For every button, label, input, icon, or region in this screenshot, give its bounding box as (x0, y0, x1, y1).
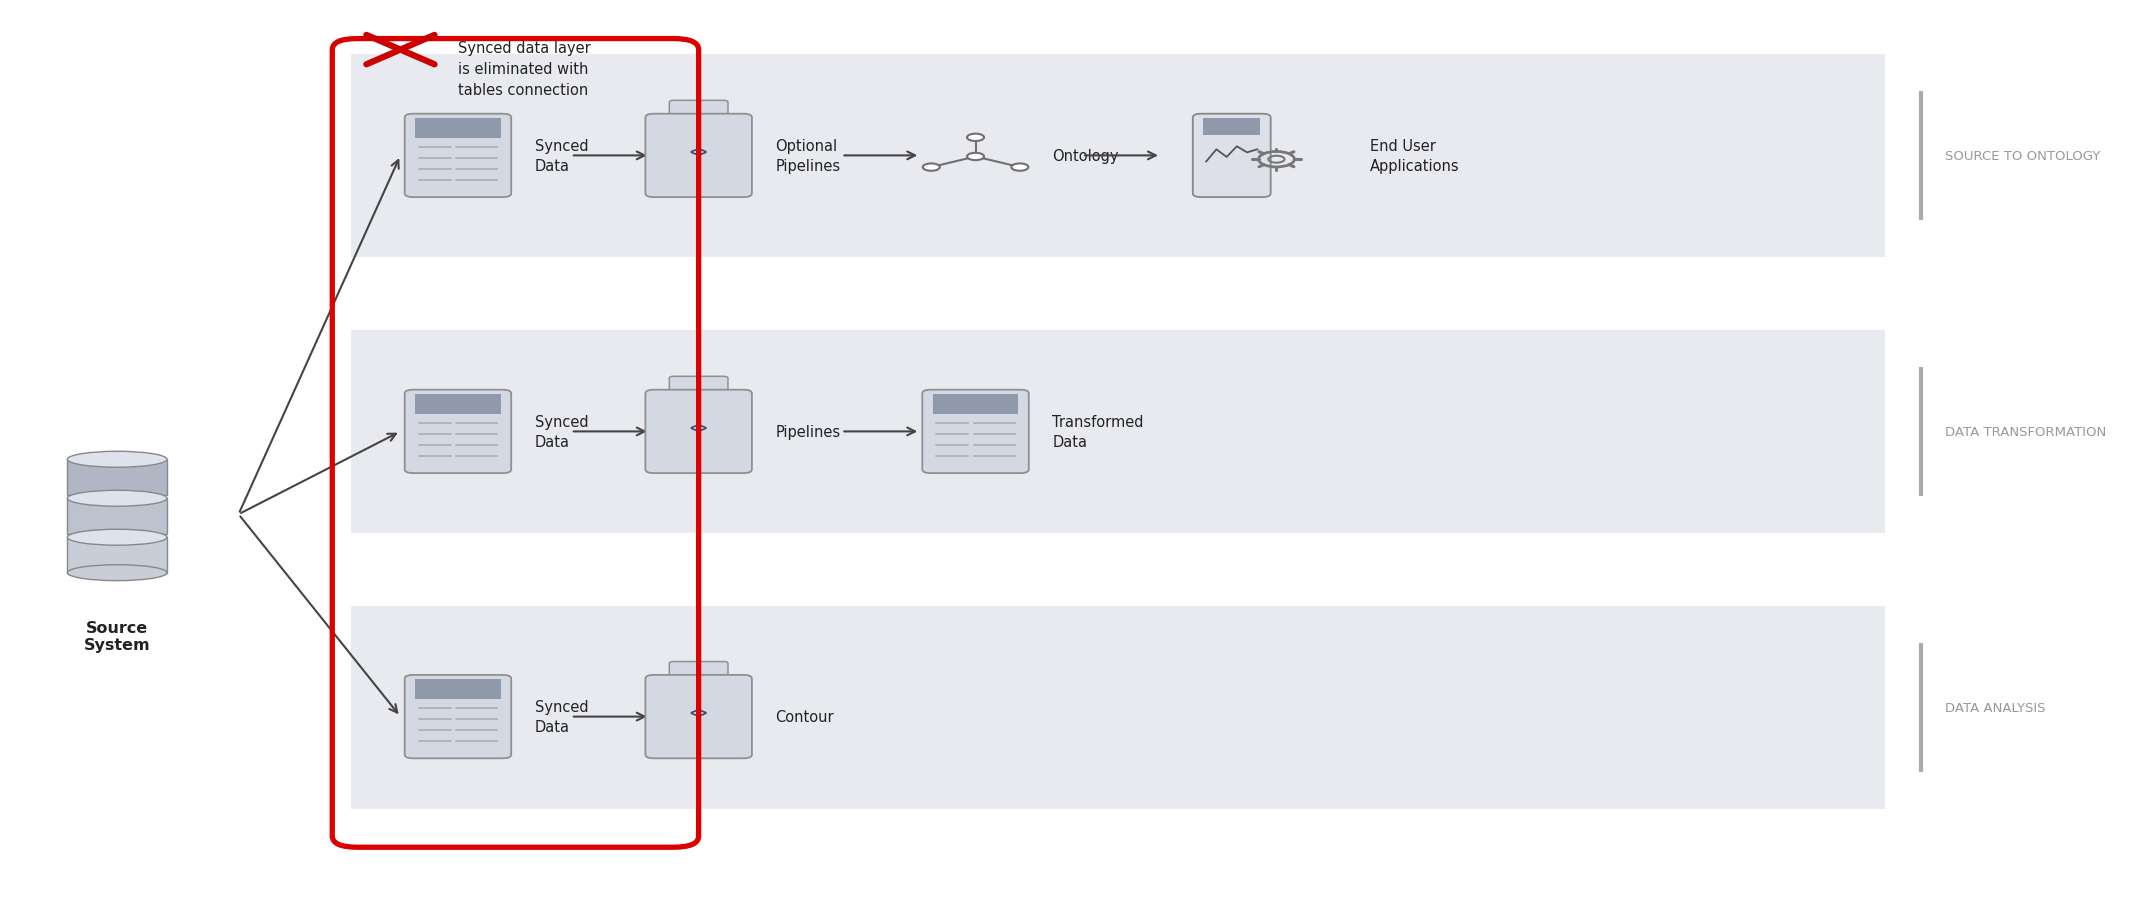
FancyBboxPatch shape (645, 675, 752, 758)
Text: DATA ANALYSIS: DATA ANALYSIS (1945, 701, 2045, 714)
Text: <>: <> (690, 421, 707, 436)
FancyBboxPatch shape (415, 395, 501, 414)
FancyBboxPatch shape (669, 101, 699, 120)
Text: Optional
Pipelines: Optional Pipelines (775, 139, 841, 174)
Polygon shape (68, 460, 166, 495)
FancyBboxPatch shape (669, 377, 699, 396)
FancyBboxPatch shape (699, 377, 728, 396)
FancyBboxPatch shape (645, 115, 752, 198)
FancyBboxPatch shape (415, 680, 501, 699)
FancyBboxPatch shape (405, 115, 511, 198)
FancyBboxPatch shape (405, 391, 511, 473)
Circle shape (967, 153, 984, 161)
Text: SOURCE TO ONTOLOGY: SOURCE TO ONTOLOGY (1945, 150, 2100, 163)
FancyBboxPatch shape (699, 101, 728, 120)
Ellipse shape (68, 565, 166, 581)
Text: DATA TRANSFORMATION: DATA TRANSFORMATION (1945, 425, 2107, 438)
Text: Contour: Contour (775, 709, 835, 724)
FancyBboxPatch shape (645, 391, 752, 473)
Polygon shape (68, 538, 166, 573)
FancyBboxPatch shape (922, 391, 1029, 473)
FancyBboxPatch shape (699, 662, 728, 681)
FancyBboxPatch shape (351, 55, 1885, 257)
Text: Synced
Data: Synced Data (535, 139, 588, 174)
FancyBboxPatch shape (415, 119, 501, 139)
Text: End User
Applications: End User Applications (1370, 139, 1459, 174)
Circle shape (967, 134, 984, 142)
FancyBboxPatch shape (351, 607, 1885, 809)
FancyBboxPatch shape (1203, 119, 1261, 136)
FancyBboxPatch shape (351, 331, 1885, 533)
FancyBboxPatch shape (405, 675, 511, 758)
FancyBboxPatch shape (669, 662, 699, 681)
Text: Pipelines: Pipelines (775, 425, 841, 439)
Circle shape (1012, 165, 1029, 172)
Ellipse shape (68, 529, 166, 546)
Polygon shape (68, 499, 166, 534)
Text: Synced data layer
is eliminated with
tables connection: Synced data layer is eliminated with tab… (458, 41, 590, 98)
Text: Ontology: Ontology (1052, 149, 1118, 164)
Ellipse shape (68, 452, 166, 468)
Text: <>: <> (690, 706, 707, 720)
FancyBboxPatch shape (1193, 115, 1272, 198)
Text: Source
System: Source System (83, 620, 151, 652)
FancyBboxPatch shape (933, 395, 1018, 414)
Ellipse shape (68, 491, 166, 506)
Text: <>: <> (690, 145, 707, 160)
Text: Synced
Data: Synced Data (535, 414, 588, 449)
Text: Transformed
Data: Transformed Data (1052, 414, 1144, 449)
Circle shape (922, 165, 939, 172)
Text: Synced
Data: Synced Data (535, 699, 588, 734)
